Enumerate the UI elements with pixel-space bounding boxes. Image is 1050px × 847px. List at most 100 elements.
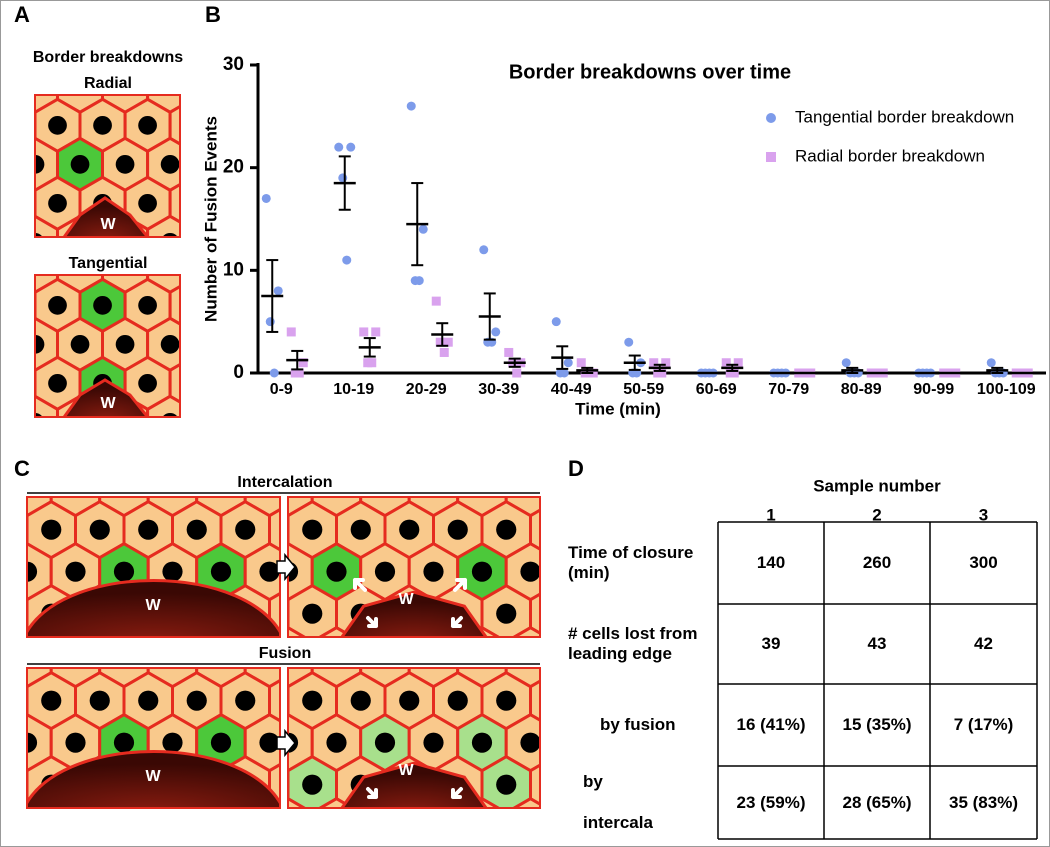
arrow	[368, 618, 376, 626]
nucleus	[138, 520, 158, 540]
table-cell: 140	[718, 522, 824, 604]
nucleus	[114, 562, 134, 582]
nucleus	[351, 520, 371, 540]
nucleus	[161, 155, 180, 174]
legend-label: Tangential border breakdown	[795, 107, 1014, 126]
table-cell: 260	[824, 522, 930, 604]
cell-text: 15 (35%)	[824, 684, 930, 766]
table-cell: 43	[824, 604, 930, 684]
nucleus	[187, 691, 207, 711]
table-cell: 16 (41%)	[718, 684, 824, 766]
row-label: # cells lost from leading edge	[568, 604, 718, 684]
nucleus	[351, 691, 371, 711]
panel-label: C	[14, 456, 30, 481]
chart-title: Border breakdowns over time	[509, 61, 791, 83]
arrow	[368, 789, 376, 797]
x-tick-label: 10-19	[333, 381, 374, 398]
cell-text: 23 (59%)	[718, 766, 824, 839]
cell-text: 42	[930, 604, 1037, 684]
arrow	[453, 618, 461, 626]
figure: A Border breakdowns Radial Tangential WW…	[0, 0, 1050, 847]
cell-text: 16 (41%)	[718, 684, 824, 766]
point	[661, 358, 670, 367]
point	[342, 256, 351, 265]
nucleus	[48, 296, 67, 315]
nucleus	[211, 562, 231, 582]
wound-label: W	[145, 768, 161, 785]
point	[842, 358, 851, 367]
panel-label: A	[14, 2, 30, 27]
point	[734, 358, 743, 367]
nucleus	[41, 520, 61, 540]
sub-title: Tangential	[69, 255, 148, 272]
y-tick-label: 30	[223, 54, 244, 75]
nucleus	[302, 775, 322, 795]
nucleus	[93, 296, 112, 315]
nucleus	[48, 194, 67, 213]
nucleus	[399, 691, 419, 711]
nucleus	[65, 562, 85, 582]
nucleus	[211, 733, 231, 753]
row-label-text: by fusion	[600, 684, 715, 766]
point	[722, 358, 731, 367]
nucleus	[90, 691, 110, 711]
point	[432, 297, 441, 306]
row-label: by fusion	[600, 684, 715, 766]
nucleus	[520, 562, 540, 582]
wound-label: W	[398, 591, 414, 608]
table-cell: 35 (83%)	[930, 766, 1037, 839]
nucleus	[423, 733, 443, 753]
point	[407, 102, 416, 111]
nucleus	[138, 194, 157, 213]
nucleus	[116, 155, 135, 174]
table-cell: 28 (65%)	[824, 766, 930, 839]
nucleus	[114, 733, 134, 753]
nucleus	[448, 520, 468, 540]
point	[479, 245, 488, 254]
wound-label: W	[145, 597, 161, 614]
panel-label: D	[568, 456, 584, 481]
nucleus	[235, 691, 255, 711]
nucleus	[472, 733, 492, 753]
point	[512, 369, 521, 378]
nucleus	[496, 520, 516, 540]
legend-marker	[766, 113, 776, 123]
table-cell: 42	[930, 604, 1037, 684]
nucleus	[90, 520, 110, 540]
nucleus	[138, 296, 157, 315]
x-tick-label: 90-99	[913, 381, 954, 398]
cell-text: 35 (83%)	[930, 766, 1037, 839]
point	[649, 358, 658, 367]
point	[730, 369, 739, 378]
point	[334, 143, 343, 152]
point	[504, 348, 513, 357]
cell-text: 140	[718, 522, 824, 604]
nucleus	[162, 733, 182, 753]
row-label: Time of closure (min)	[568, 522, 718, 604]
row-label: by intercalation	[583, 766, 653, 839]
table-cell: 300	[930, 522, 1037, 604]
row-label-text: by intercalation	[583, 766, 653, 839]
table-cell: 7 (17%)	[930, 684, 1037, 766]
nucleus	[187, 520, 207, 540]
y-tick-label: 0	[233, 362, 244, 383]
table-cell: 23 (59%)	[718, 766, 824, 839]
legend-label: Radial border breakdown	[795, 146, 985, 165]
nucleus	[71, 335, 90, 354]
wound-label: W	[398, 762, 414, 779]
nucleus	[496, 775, 516, 795]
nucleus	[235, 520, 255, 540]
table-cell: 39	[718, 604, 824, 684]
x-tick-label: 0-9	[270, 381, 293, 398]
point	[657, 369, 666, 378]
table-cell: 15 (35%)	[824, 684, 930, 766]
point	[624, 338, 633, 347]
nucleus	[302, 604, 322, 624]
arrow	[453, 789, 461, 797]
point	[262, 194, 271, 203]
x-axis-title: Time (min)	[575, 399, 661, 418]
cell-text: 260	[824, 522, 930, 604]
point	[346, 143, 355, 152]
x-tick-label: 100-109	[977, 381, 1036, 398]
wound-label: W	[100, 216, 116, 233]
